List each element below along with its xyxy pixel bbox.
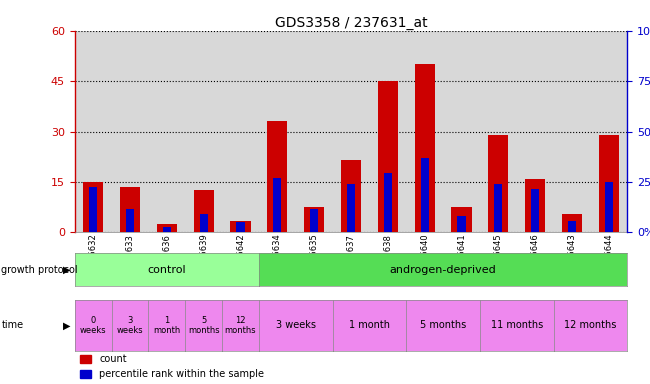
- Text: 11 months: 11 months: [491, 320, 543, 331]
- Bar: [83, 182, 103, 232]
- Bar: [75, 31, 112, 232]
- Bar: [296, 31, 333, 232]
- Text: 12 months: 12 months: [564, 320, 617, 331]
- Bar: [304, 207, 324, 232]
- Text: growth protocol: growth protocol: [1, 265, 78, 275]
- Text: 12
months: 12 months: [225, 316, 256, 335]
- Bar: [259, 31, 296, 232]
- Bar: [531, 189, 540, 232]
- Title: GDS3358 / 237631_at: GDS3358 / 237631_at: [275, 16, 427, 30]
- Legend: count, percentile rank within the sample: count, percentile rank within the sample: [79, 354, 264, 379]
- Text: control: control: [148, 265, 186, 275]
- Bar: [604, 182, 613, 232]
- Bar: [222, 31, 259, 232]
- Bar: [568, 221, 576, 232]
- Bar: [384, 174, 392, 232]
- Bar: [517, 31, 554, 232]
- Bar: [451, 207, 472, 232]
- Text: 3 weeks: 3 weeks: [276, 320, 316, 331]
- Text: androgen-deprived: androgen-deprived: [390, 265, 497, 275]
- Bar: [599, 135, 619, 232]
- Bar: [120, 187, 140, 232]
- Text: 3
weeks: 3 weeks: [117, 316, 143, 335]
- Bar: [347, 184, 355, 232]
- Bar: [237, 222, 244, 232]
- Bar: [378, 81, 398, 232]
- Bar: [494, 184, 502, 232]
- Bar: [230, 220, 251, 232]
- Bar: [333, 31, 369, 232]
- Bar: [590, 31, 627, 232]
- Bar: [194, 190, 214, 232]
- Bar: [200, 214, 208, 232]
- Text: time: time: [1, 320, 23, 331]
- Bar: [525, 179, 545, 232]
- Text: 1 month: 1 month: [349, 320, 390, 331]
- Bar: [480, 31, 517, 232]
- Bar: [273, 179, 281, 232]
- Bar: [341, 160, 361, 232]
- Bar: [162, 227, 171, 232]
- Text: 5 months: 5 months: [420, 320, 466, 331]
- Text: 0
weeks: 0 weeks: [80, 316, 107, 335]
- Text: ▶: ▶: [63, 320, 71, 331]
- Bar: [415, 64, 435, 232]
- Bar: [157, 224, 177, 232]
- Text: 5
months: 5 months: [188, 316, 220, 335]
- Bar: [89, 187, 98, 232]
- Text: 1
month: 1 month: [153, 316, 181, 335]
- Bar: [562, 214, 582, 232]
- Bar: [148, 31, 185, 232]
- Text: ▶: ▶: [63, 265, 71, 275]
- Bar: [406, 31, 443, 232]
- Bar: [112, 31, 148, 232]
- Bar: [443, 31, 480, 232]
- Bar: [310, 209, 318, 232]
- Bar: [185, 31, 222, 232]
- Bar: [458, 215, 465, 232]
- Bar: [369, 31, 406, 232]
- Bar: [488, 135, 508, 232]
- Bar: [421, 158, 429, 232]
- Bar: [554, 31, 590, 232]
- Bar: [267, 121, 287, 232]
- Bar: [126, 209, 134, 232]
